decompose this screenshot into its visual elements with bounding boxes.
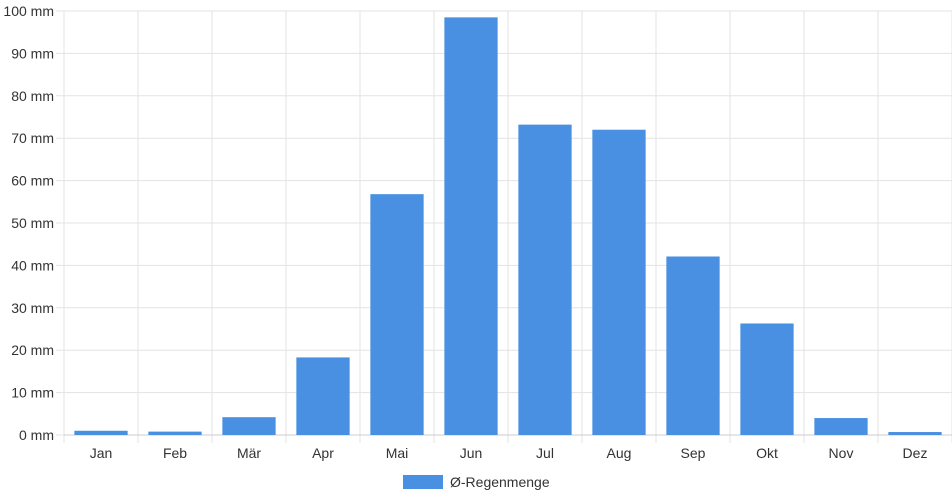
x-tick-label: Nov [829,445,854,461]
y-tick-label: 70 mm [11,130,54,146]
x-tick-label: Sep [681,445,706,461]
x-tick-label: Mär [237,445,261,461]
x-tick-label: Aug [607,445,632,461]
y-tick-label: 90 mm [11,45,54,61]
legend-swatch[interactable] [403,475,443,489]
x-tick-label: Jan [90,445,113,461]
legend-label[interactable]: Ø-Regenmenge [450,474,550,490]
bars [74,17,942,436]
x-axis-ticks: Jan Feb Mär Apr Mai Jun Jul Aug Sep Okt Nov Dez [90,445,928,461]
x-tick-label: Jul [536,445,554,461]
bar-jan[interactable] [74,430,128,435]
y-tick-label: 50 mm [11,215,54,231]
y-tick-label: 0 mm [19,427,54,443]
bar-jun[interactable] [444,17,498,436]
bar-nov[interactable] [814,418,868,435]
bar-okt[interactable] [740,323,794,435]
bar-mär[interactable] [222,417,276,435]
x-tick-label: Feb [163,445,187,461]
bar-sep[interactable] [666,256,720,435]
bar-aug[interactable] [592,129,646,435]
x-tick-label: Okt [756,445,778,461]
legend[interactable]: Ø-Regenmenge [403,474,550,490]
bar-apr[interactable] [296,357,350,435]
x-tick-label: Apr [312,445,334,461]
y-tick-label: 20 mm [11,342,54,358]
y-tick-label: 60 mm [11,173,54,189]
bar-dez[interactable] [888,432,942,435]
x-tick-label: Dez [903,445,928,461]
y-tick-label: 80 mm [11,88,54,104]
bar-jul[interactable] [518,124,572,435]
bar-feb[interactable] [148,431,202,435]
x-tick-label: Mai [386,445,409,461]
y-tick-label: 10 mm [11,385,54,401]
grid [56,10,952,443]
y-axis-ticks: 0 mm 10 mm 20 mm 30 mm 40 mm 50 mm 60 mm 70 mm 8… [3,3,54,443]
x-tick-label: Jun [460,445,483,461]
y-tick-label: 100 mm [3,3,54,19]
y-tick-label: 30 mm [11,300,54,316]
y-tick-label: 40 mm [11,257,54,273]
bar-mai[interactable] [370,194,424,435]
